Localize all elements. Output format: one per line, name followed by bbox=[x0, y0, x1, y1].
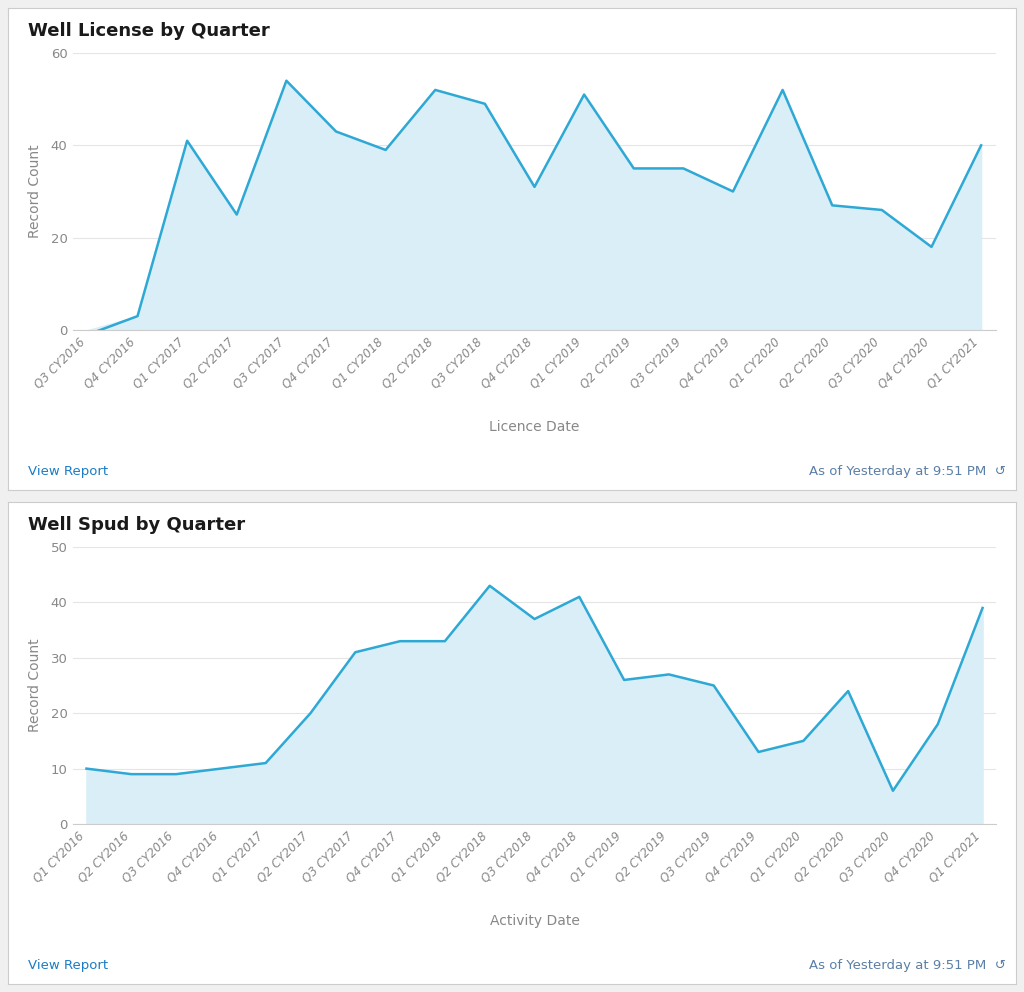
Y-axis label: Record Count: Record Count bbox=[29, 145, 42, 238]
Text: Well License by Quarter: Well License by Quarter bbox=[28, 22, 269, 40]
Text: As of Yesterday at 9:51 PM  ↺: As of Yesterday at 9:51 PM ↺ bbox=[809, 464, 1006, 477]
Text: As of Yesterday at 9:51 PM  ↺: As of Yesterday at 9:51 PM ↺ bbox=[809, 958, 1006, 971]
Text: Activity Date: Activity Date bbox=[489, 914, 580, 928]
Text: Licence Date: Licence Date bbox=[489, 420, 580, 434]
Y-axis label: Record Count: Record Count bbox=[29, 639, 42, 732]
Text: View Report: View Report bbox=[28, 464, 108, 477]
Text: View Report: View Report bbox=[28, 958, 108, 971]
Text: Well Spud by Quarter: Well Spud by Quarter bbox=[28, 516, 245, 534]
